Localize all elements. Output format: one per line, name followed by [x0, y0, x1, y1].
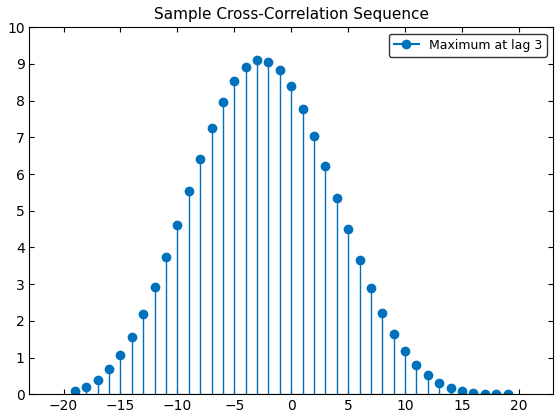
- Legend: Maximum at lag 3: Maximum at lag 3: [389, 34, 547, 57]
- Title: Sample Cross-Correlation Sequence: Sample Cross-Correlation Sequence: [154, 7, 429, 22]
